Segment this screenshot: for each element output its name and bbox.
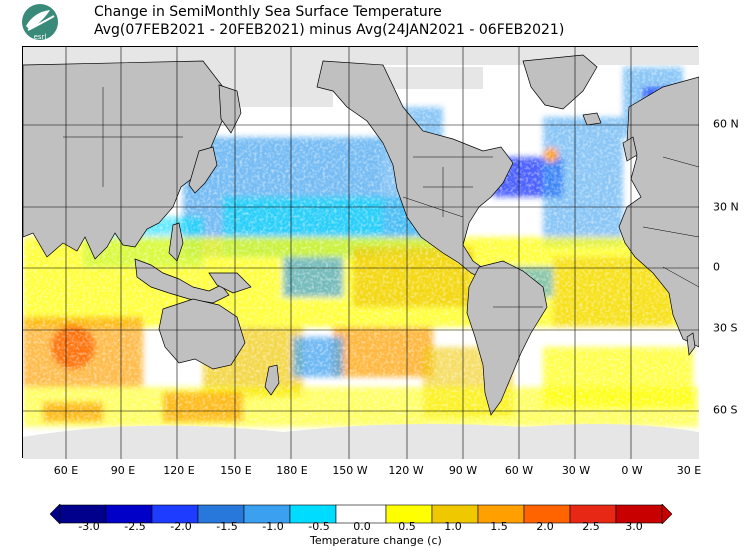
lon-label: 120 W — [388, 464, 424, 477]
lat-label: 60 S — [713, 403, 738, 417]
legend-tick: 3.0 — [625, 520, 643, 533]
lon-label: 0 W — [621, 464, 643, 477]
legend-tick: 2.5 — [582, 520, 600, 533]
sst-change-map — [22, 46, 699, 459]
legend-tick: -0.5 — [308, 520, 330, 533]
legend-tick: 0.0 — [353, 520, 371, 533]
map-gridlines — [23, 47, 699, 459]
color-legend-bar — [49, 503, 673, 525]
land-masses — [23, 54, 699, 416]
lon-label: 180 E — [276, 464, 308, 477]
legend-tick: -1.5 — [216, 520, 238, 533]
legend-tick: 2.0 — [536, 520, 554, 533]
legend-tick: 1.5 — [490, 520, 508, 533]
noaa-logo: esrl — [20, 2, 60, 42]
lon-label: 60 W — [504, 464, 534, 477]
lon-label: 120 E — [163, 464, 195, 477]
legend-tick: 0.5 — [398, 520, 416, 533]
page-subtitle: Avg(07FEB2021 - 20FEB2021) minus Avg(24J… — [94, 22, 565, 38]
country-borders — [63, 87, 699, 308]
legend-title: Temperature change (c) — [310, 534, 442, 547]
legend-tick: -2.0 — [170, 520, 192, 533]
lon-label: 90 W — [448, 464, 478, 477]
page-title: Change in SemiMonthly Sea Surface Temper… — [94, 4, 442, 20]
lon-label: 150 W — [332, 464, 368, 477]
legend-tick: -2.5 — [124, 520, 146, 533]
lon-label: 60 E — [53, 464, 79, 477]
lon-label: 30 E — [676, 464, 702, 477]
lat-label: 30 S — [713, 321, 738, 335]
lon-label: 150 E — [220, 464, 252, 477]
lat-label: 60 N — [713, 117, 739, 131]
lon-label: 30 W — [561, 464, 591, 477]
legend-tick: -1.0 — [262, 520, 284, 533]
logo-text: esrl — [34, 33, 47, 41]
lat-label: 0 — [713, 260, 720, 274]
map-svg — [23, 47, 699, 459]
lat-label: 30 N — [713, 200, 739, 214]
lon-label: 90 E — [110, 464, 136, 477]
legend-tick: -3.0 — [78, 520, 100, 533]
legend-tick: 1.0 — [444, 520, 462, 533]
